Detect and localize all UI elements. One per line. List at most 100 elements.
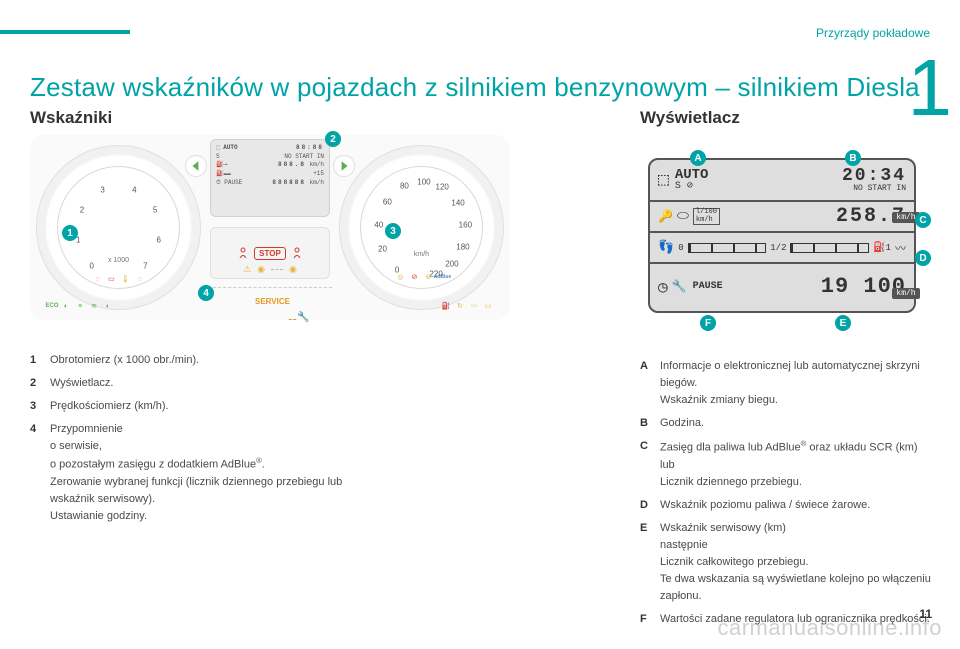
display-illustration: ⬚ AUTO S ⊘ 20:34 NO START IN 🔑 ⬭ l/100km… bbox=[640, 150, 925, 330]
park-icon: ◐ bbox=[103, 301, 113, 311]
lcd-pause: PAUSE bbox=[224, 179, 242, 186]
tach-7: 7 bbox=[143, 262, 147, 271]
spd-160: 160 bbox=[459, 221, 472, 230]
light-icon: ◐ bbox=[61, 301, 71, 311]
definitions-left: 1 Obrotomierz (x 1000 obr./min). 2 Wyświ… bbox=[30, 352, 370, 531]
def-key: A bbox=[640, 358, 660, 409]
def-row: B Godzina. bbox=[640, 415, 940, 432]
spd-60: 60 bbox=[383, 197, 392, 206]
def-row: 3 Prędkościomierz (km/h). bbox=[30, 398, 370, 415]
center-lcd: ⬚ AUTO88:88 SNO START IN ⛽⟶888.8 km/h ⛽▬… bbox=[210, 139, 330, 217]
callout-A: A bbox=[690, 150, 706, 166]
tach-5: 5 bbox=[153, 206, 157, 215]
glow-icon: 〰 bbox=[469, 301, 479, 311]
lcd-odo: 888888 bbox=[272, 179, 306, 186]
car-range-icon: ⛽⟶ bbox=[216, 161, 227, 170]
definitions-right: A Informacje o elektronicznej lub automa… bbox=[640, 358, 940, 634]
tyre-icon: ◎ bbox=[395, 272, 405, 282]
beam-icon: ≡ bbox=[75, 301, 85, 311]
oil-icon: ◌ bbox=[134, 274, 144, 284]
tach-2: 2 bbox=[80, 206, 84, 215]
tach-4: 4 bbox=[132, 185, 136, 194]
lcd-clock: 88:88 bbox=[296, 144, 324, 153]
disp-auto: AUTO bbox=[675, 168, 709, 182]
def-key: C bbox=[640, 438, 660, 491]
tach-6: 6 bbox=[156, 235, 160, 244]
fuel-0: 0 bbox=[678, 243, 683, 253]
lcd-odo-unit: km/h bbox=[310, 179, 324, 186]
fuel-gauge-icon: ⛽▬▬ bbox=[216, 170, 231, 179]
def-val: Zasięg dla paliwa lub AdBlue® oraz układ… bbox=[660, 438, 940, 491]
def-val: Przypomnienieo serwisie,o pozostałym zas… bbox=[50, 421, 370, 525]
def-key: B bbox=[640, 415, 660, 432]
wrench-icon: ⚋🔧 bbox=[288, 312, 309, 323]
subtitle-indicators: Wskaźniki bbox=[30, 108, 112, 128]
disp-row-ef: ◷ 🔧 PAUSE 19 100 km/h bbox=[650, 264, 914, 309]
lcd-nostart: NO START IN bbox=[284, 153, 324, 162]
pump-icon: ⛽ bbox=[873, 242, 885, 254]
airbag-row: ⚠ ◉ ◉ bbox=[243, 264, 297, 275]
tachometer-gauge: 0 1 2 3 4 5 6 7 x 1000 ◌ ▭ 🌡 ◌ ECO ◐ ≡ ≋… bbox=[36, 145, 201, 310]
glow-plug-icon: 〰 bbox=[895, 240, 906, 256]
seatbelt-left-icon bbox=[238, 247, 248, 259]
airbag-icon: ◉ bbox=[257, 264, 265, 275]
callout-4: 4 bbox=[198, 285, 214, 301]
def-val: Informacje o elektronicznej lub automaty… bbox=[660, 358, 940, 409]
callout-E: E bbox=[835, 315, 851, 331]
stop-badge: STOP bbox=[254, 247, 286, 260]
def-key: F bbox=[640, 611, 660, 628]
fuel-low-icon: ⛽ bbox=[441, 301, 451, 311]
spd-20: 20 bbox=[378, 245, 387, 254]
speedo-face: 0 20 40 60 80 100 120 140 160 180 200 22… bbox=[360, 166, 484, 290]
unit-badge: l/100km/h bbox=[693, 208, 720, 225]
tach-unit: x 1000 bbox=[108, 257, 129, 264]
lcd-range: 888.8 bbox=[278, 161, 306, 168]
callout-B: B bbox=[845, 150, 861, 166]
spd-80: 80 bbox=[400, 182, 409, 191]
page-title: Zestaw wskaźników w pojazdach z silnikie… bbox=[30, 72, 920, 103]
tach-3: 3 bbox=[100, 185, 104, 194]
car-silhouette-icon: ⬭ bbox=[677, 209, 689, 225]
def-val: Wyświetlacz. bbox=[50, 375, 370, 392]
service-wrench-icon: 🔧 bbox=[672, 279, 687, 294]
subtitle-display: Wyświetlacz bbox=[640, 108, 740, 128]
turn-left-indicator bbox=[185, 155, 207, 177]
def-val: Obrotomierz (x 1000 obr./min). bbox=[50, 352, 370, 369]
lcd-range-unit: km/h bbox=[310, 161, 324, 168]
speedo-unit: km/h bbox=[414, 251, 429, 258]
def-val: Godzina. bbox=[660, 415, 940, 432]
callout-3: 3 bbox=[385, 223, 401, 239]
def-row: 1 Obrotomierz (x 1000 obr./min). bbox=[30, 352, 370, 369]
callout-1: 1 bbox=[62, 225, 78, 241]
turn-right-indicator bbox=[333, 155, 355, 177]
def-row: A Informacje o elektronicznej lub automa… bbox=[640, 358, 940, 409]
def-row: 2 Wyświetlacz. bbox=[30, 375, 370, 392]
def-val: Wskaźnik serwisowy (km)następnieLicznik … bbox=[660, 520, 940, 605]
def-val: Prędkościomierz (km/h). bbox=[50, 398, 370, 415]
temp-icon: 🌡 bbox=[120, 274, 130, 284]
spd-120: 120 bbox=[436, 183, 449, 192]
callout-C: C bbox=[915, 212, 931, 228]
abs-icon: ⊚ bbox=[423, 272, 433, 282]
tach-0: 0 bbox=[89, 262, 93, 271]
key-icon: 🔑 bbox=[658, 209, 673, 224]
esp-icon: ↻ bbox=[455, 301, 465, 311]
def-row: D Wskaźnik poziomu paliwa / świece żarow… bbox=[640, 497, 940, 514]
section-label: Przyrządy pokładowe bbox=[816, 26, 930, 40]
fuel-half: 1/2 bbox=[770, 243, 786, 253]
eco-icon: ECO bbox=[47, 301, 57, 311]
disp-odo-unit: km/h bbox=[892, 288, 920, 299]
lcd-display: ⬚ AUTO S ⊘ 20:34 NO START IN 🔑 ⬭ l/100km… bbox=[648, 158, 916, 313]
seatbelt-right-icon bbox=[292, 247, 302, 259]
def-row: 4 Przypomnienieo serwisie,o pozostałym z… bbox=[30, 421, 370, 525]
speedometer-gauge: 0 20 40 60 80 100 120 140 160 180 200 22… bbox=[339, 145, 504, 310]
brake-icon: ⊘ bbox=[409, 272, 419, 282]
disp-row-c: 🔑 ⬭ l/100km/h 258.7 km/h bbox=[650, 202, 914, 233]
def-row: C Zasięg dla paliwa lub AdBlue® oraz ukł… bbox=[640, 438, 940, 491]
def-row: E Wskaźnik serwisowy (km)następnieLiczni… bbox=[640, 520, 940, 605]
warn-icon: ⚠ bbox=[243, 264, 251, 275]
fuel-1: 1 bbox=[886, 243, 891, 253]
def-key: 1 bbox=[30, 352, 50, 369]
gear-icon: ⬚ bbox=[658, 169, 669, 191]
speed-dial-icon: ◷ bbox=[658, 277, 668, 297]
